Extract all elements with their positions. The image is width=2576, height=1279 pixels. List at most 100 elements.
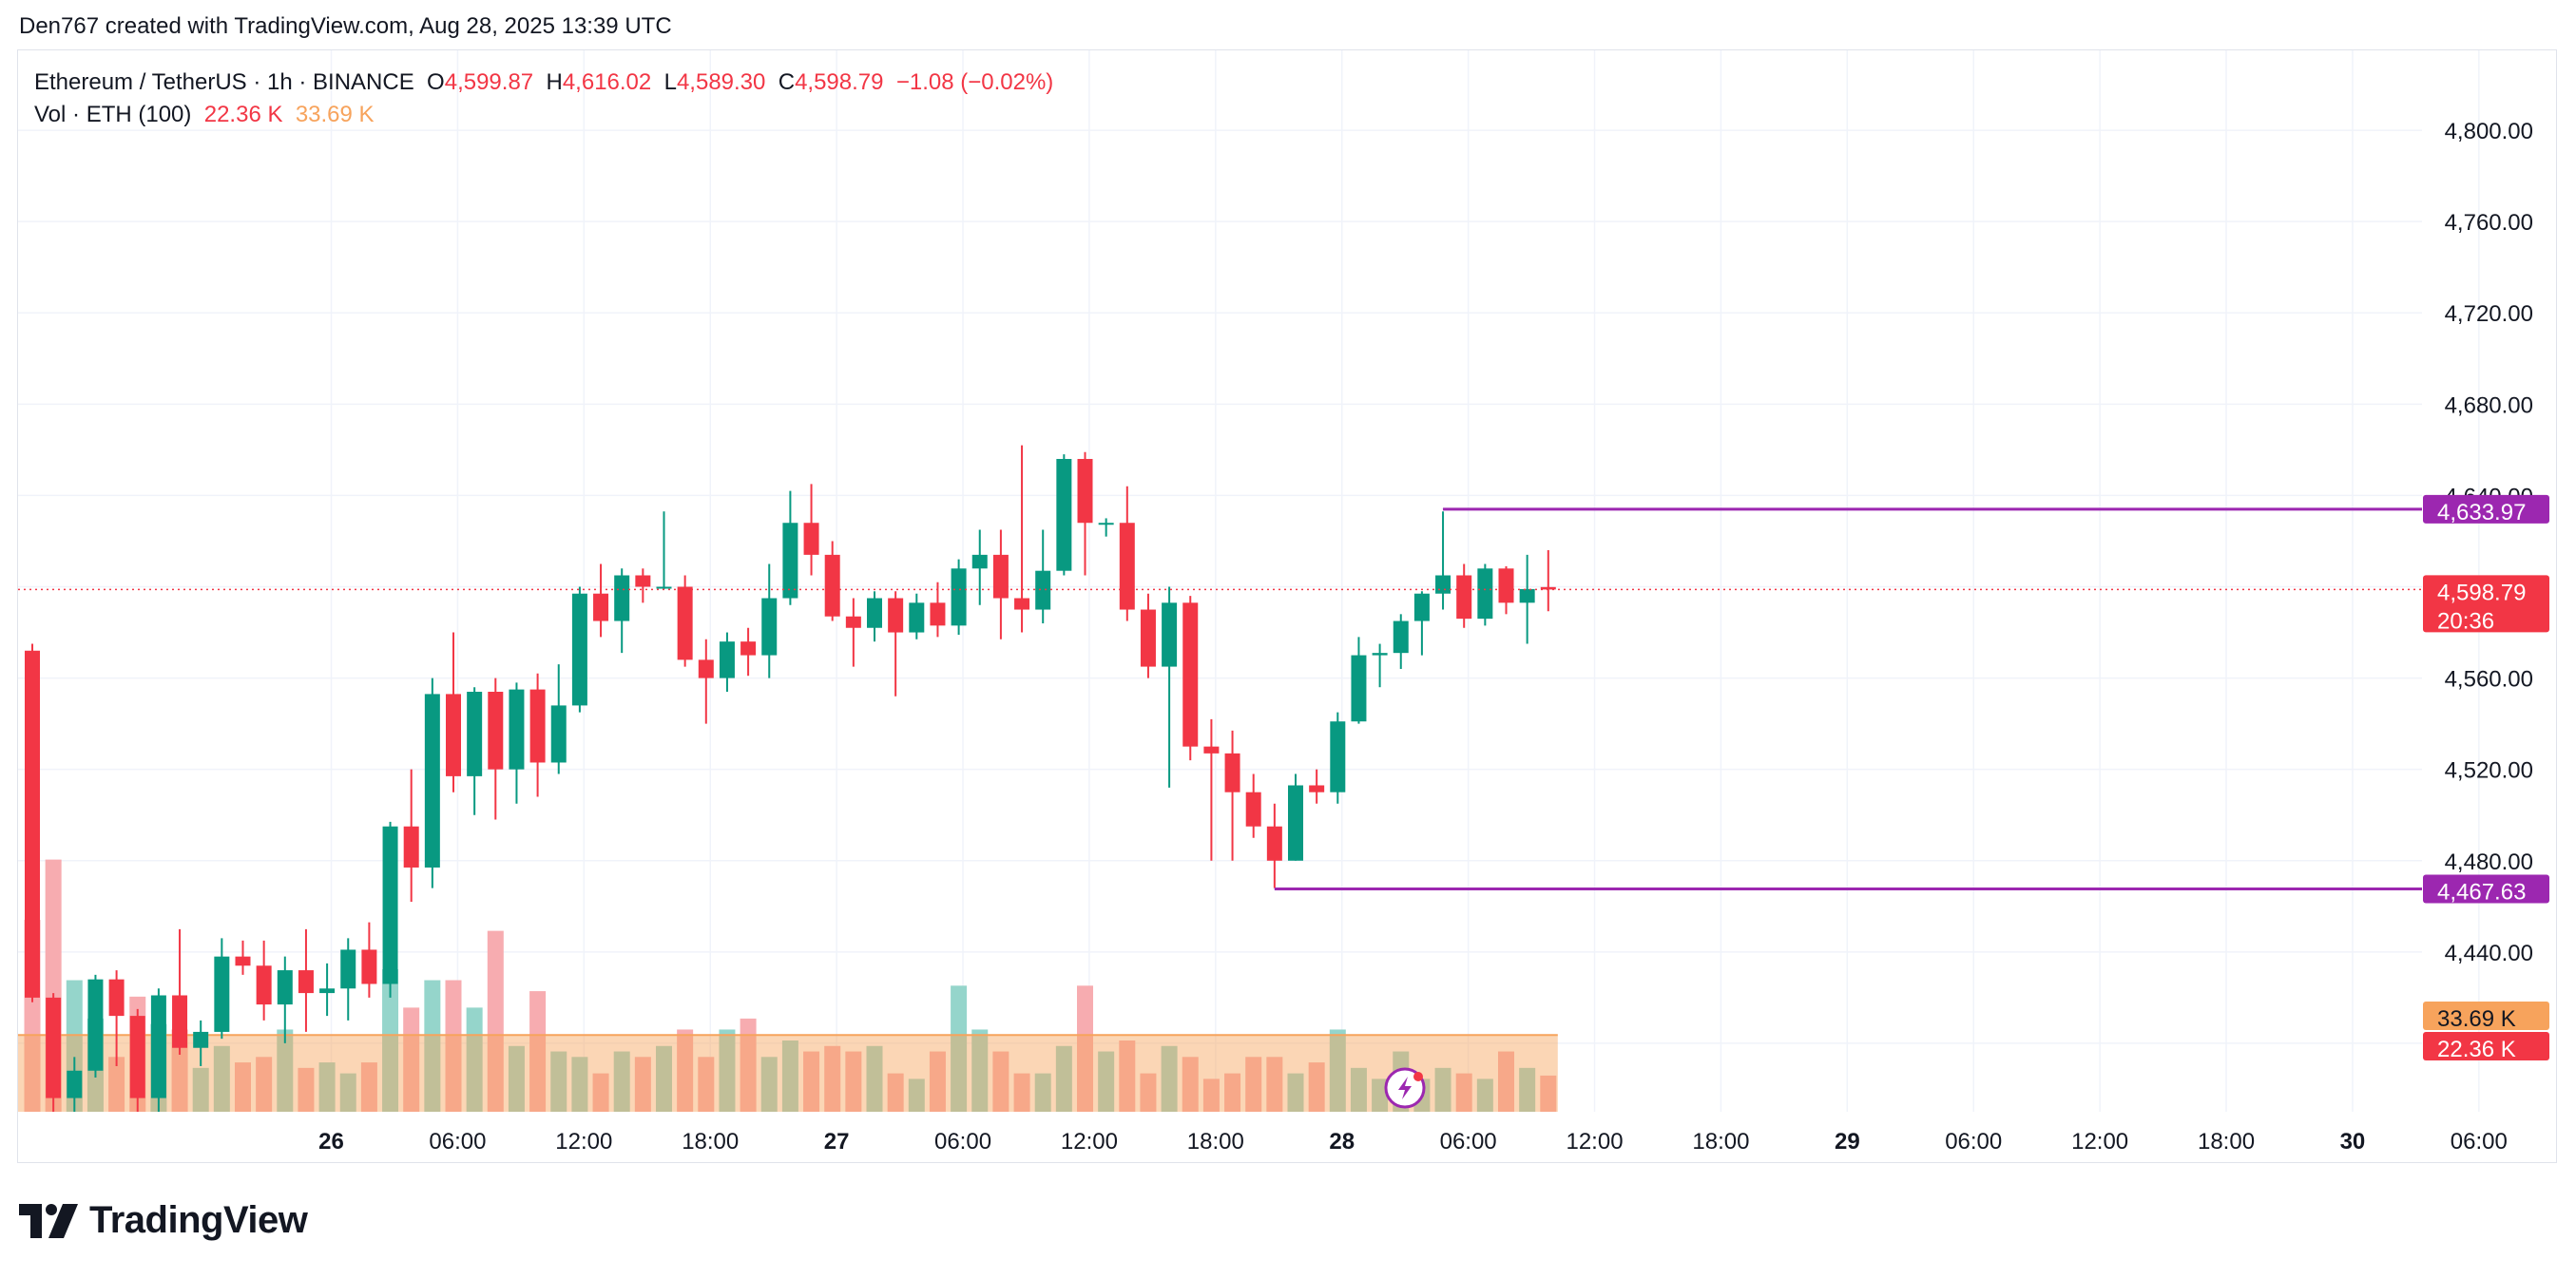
candle	[298, 928, 314, 1032]
volume-bar	[424, 980, 441, 1112]
candle-body	[1224, 753, 1240, 792]
volume-bar	[1350, 1067, 1367, 1112]
volume-bar	[740, 1018, 757, 1112]
volume-row: Vol · ETH (100) 22.36 K 33.69 K	[34, 99, 1053, 131]
volume-bar	[1540, 1075, 1557, 1112]
volume-bar	[1034, 1073, 1051, 1112]
volume-bar	[1519, 1067, 1536, 1112]
volume-bar	[171, 1029, 188, 1112]
time-axis-label: 06:00	[429, 1129, 486, 1155]
volume-bar	[887, 1073, 904, 1112]
close-label: C	[778, 69, 796, 95]
price-axis-label: 4,720.00	[2445, 301, 2533, 327]
volume-bar	[845, 1051, 862, 1112]
candle	[1393, 614, 1409, 669]
candle-body	[1203, 746, 1220, 754]
time-axis-label: 06:00	[934, 1129, 991, 1155]
price-axis-label: 4,480.00	[2445, 849, 2533, 875]
chart-frame[interactable]	[17, 49, 2557, 1163]
candlestick-chart[interactable]: 4,400.004,440.004,480.004,520.004,560.00…	[0, 0, 2576, 1178]
time-axis-label: 12:00	[1061, 1129, 1118, 1155]
last-price-label-bg	[2423, 575, 2549, 633]
candle	[740, 627, 757, 677]
volume-bar	[951, 985, 968, 1112]
candle	[403, 769, 419, 903]
time-axis-label: 12:00	[555, 1129, 612, 1155]
volume-bar	[487, 930, 504, 1112]
grid-lines	[18, 50, 2480, 1112]
volume-bar	[1455, 1073, 1472, 1112]
volume-bar	[866, 1045, 883, 1112]
candle	[1162, 586, 1178, 788]
candle	[803, 484, 819, 576]
candle	[1477, 563, 1493, 626]
time-axis-label: 06:00	[1945, 1129, 2002, 1155]
candle-body	[509, 689, 525, 770]
candle	[509, 682, 525, 804]
volume-label[interactable]: Vol · ETH (100)	[34, 102, 192, 127]
candle-body	[1056, 458, 1072, 571]
candle-body	[87, 979, 104, 1071]
level-price-label-text: 4,633.97	[2437, 500, 2526, 525]
volume-value: 22.36 K	[203, 102, 283, 127]
volume-bar	[908, 1079, 925, 1112]
candles	[25, 445, 1556, 1112]
volume-bar	[1245, 1057, 1262, 1112]
candle-body	[867, 598, 882, 628]
volume-bar	[339, 1073, 356, 1112]
candle	[46, 993, 62, 1112]
candle	[782, 490, 798, 605]
candle-body	[1519, 588, 1535, 603]
volume-bar	[1498, 1051, 1514, 1112]
volume-bar	[1287, 1073, 1304, 1112]
candle	[1098, 518, 1114, 537]
volume-bar	[1013, 1073, 1030, 1112]
candle-body	[1162, 602, 1178, 667]
candle	[277, 956, 293, 1043]
flash-icon[interactable]	[1384, 1067, 1426, 1109]
candle-body	[824, 554, 840, 617]
tradingview-logo-icon	[19, 1203, 78, 1238]
volume-bar	[634, 1057, 651, 1112]
high-value: 4,616.02	[562, 69, 652, 95]
volume-bar	[1140, 1073, 1157, 1112]
candle-body	[930, 602, 946, 626]
candle-body	[1077, 458, 1093, 524]
candle-body	[1435, 575, 1451, 594]
candle-body	[1413, 593, 1430, 621]
last-price-label: 4,598.79 20:36	[2423, 575, 2549, 634]
level-price-label-bg	[2423, 494, 2549, 524]
candle	[571, 586, 587, 713]
candle-body	[319, 988, 336, 994]
level-price-label-text: 4,467.63	[2437, 879, 2526, 905]
volume-bar	[108, 1057, 125, 1112]
volume-ma-label-bg	[2423, 1002, 2549, 1030]
candle	[529, 673, 546, 797]
volume-bar	[1434, 1067, 1451, 1112]
candle-body	[1540, 586, 1556, 590]
price-labels: 4,633.97 4,467.63 4,598.79 20:36 33.69 K 22.3…	[2423, 494, 2549, 1062]
candle	[909, 593, 925, 640]
candle	[129, 1008, 145, 1112]
candle-body	[277, 970, 293, 1005]
volume-bar	[403, 1007, 420, 1112]
volume-bar	[992, 1051, 1009, 1112]
price-axis-label: 4,680.00	[2445, 392, 2533, 418]
candle-body	[677, 586, 693, 660]
volume-bar	[529, 991, 547, 1112]
close-value: 4,598.79	[795, 69, 884, 95]
symbol-label[interactable]: Ethereum / TetherUS · 1h · BINANCE	[34, 69, 414, 95]
candle	[1288, 773, 1303, 861]
time-axis-label: 06:00	[2451, 1129, 2508, 1155]
volume-last-label-text: 22.36 K	[2437, 1037, 2516, 1062]
price-axis-label: 4,800.00	[2445, 119, 2533, 144]
candle-body	[951, 568, 967, 626]
tradingview-logo[interactable]: TradingView	[19, 1199, 308, 1242]
candle-body	[909, 602, 925, 633]
candle-body	[467, 692, 483, 776]
candle	[172, 928, 188, 1055]
candle	[635, 568, 651, 603]
candle	[698, 639, 714, 724]
candle-body	[888, 598, 904, 633]
price-axis-label: 4,560.00	[2445, 667, 2533, 693]
